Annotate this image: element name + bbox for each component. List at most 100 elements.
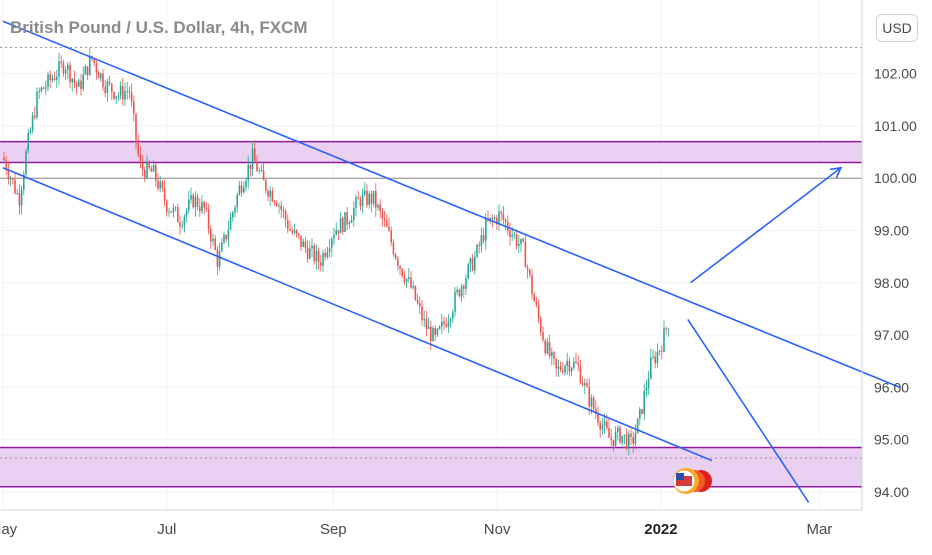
- candle-body-253: [559, 366, 562, 371]
- candle-body-246: [544, 340, 546, 354]
- candle-body-76: [170, 211, 172, 213]
- candle-body-121: [269, 190, 271, 197]
- candle-body-273: [603, 421, 606, 426]
- candle-body-160: [355, 197, 357, 208]
- candle-body-30: [69, 64, 71, 83]
- candle-body-45: [102, 73, 104, 88]
- candle-body-251: [555, 358, 557, 369]
- candle-body-80: [179, 222, 181, 227]
- candle-body-262: [579, 365, 582, 384]
- candle-body-146: [324, 252, 326, 257]
- candle-body-264: [584, 382, 586, 386]
- candle-body-254: [562, 370, 564, 373]
- candle-body-299: [661, 350, 663, 352]
- candle-body-55: [124, 91, 126, 100]
- candle-body-46: [104, 87, 106, 94]
- time-tick-label-3: Nov: [484, 521, 511, 538]
- candle-body-114: [254, 148, 256, 161]
- candle-body-67: [150, 168, 153, 172]
- candle-body-87: [194, 196, 197, 208]
- candle-body-71: [159, 181, 161, 189]
- candle-body-215: [476, 244, 478, 257]
- candle-body-150: [333, 234, 335, 239]
- candle-body-237: [524, 241, 527, 268]
- candle-body-223: [493, 217, 496, 220]
- candle-body-73: [163, 187, 166, 201]
- candle-body-132: [293, 230, 296, 233]
- candle-body-66: [148, 161, 150, 169]
- candle-body-138: [306, 247, 309, 259]
- candle-body-3: [9, 178, 12, 180]
- candle-body-283: [625, 434, 628, 449]
- candle-body-271: [599, 423, 601, 430]
- candle-body-177: [392, 242, 395, 255]
- candle-body-162: [359, 199, 362, 206]
- candle-body-42: [95, 63, 98, 73]
- candle-body-222: [491, 217, 494, 220]
- candle-body-212: [469, 258, 472, 265]
- economic-events-marker: [673, 468, 712, 494]
- candle-body-88: [196, 196, 199, 208]
- candle-body-10: [25, 151, 27, 175]
- candle-body-95: [212, 238, 214, 242]
- candle-body-186: [412, 285, 414, 288]
- candle-body-74: [166, 200, 168, 212]
- candle-body-149: [331, 238, 333, 249]
- candle-body-108: [240, 185, 243, 193]
- candle-body-294: [650, 357, 652, 379]
- candle-body-94: [210, 228, 212, 242]
- candle-body-169: [375, 190, 377, 208]
- candle-body-280: [619, 427, 621, 443]
- candle-body-228: [504, 219, 507, 223]
- candle-body-288: [636, 418, 639, 434]
- grid-lines: [0, 0, 862, 510]
- candle-body-130: [289, 229, 291, 231]
- candle-body-124: [276, 202, 278, 207]
- candle-body-125: [278, 205, 280, 207]
- candle-body-300: [663, 328, 665, 352]
- candle-body-234: [518, 243, 520, 246]
- candle-body-224: [496, 217, 498, 224]
- candle-body-99: [221, 242, 223, 252]
- candle-body-244: [540, 318, 542, 333]
- candlesticks: [3, 48, 670, 456]
- candle-body-163: [361, 194, 364, 206]
- candle-body-7: [18, 193, 21, 206]
- candle-body-292: [645, 387, 648, 391]
- candle-body-266: [588, 386, 590, 407]
- currency-button[interactable]: USD: [876, 14, 918, 42]
- candle-body-257: [568, 361, 571, 372]
- candle-body-153: [339, 218, 342, 234]
- time-tick-label-5: Mar: [806, 521, 832, 538]
- candle-body-48: [108, 81, 111, 84]
- candle-body-202: [447, 321, 450, 327]
- candle-body-36: [82, 74, 84, 90]
- zone-lower: [0, 447, 862, 487]
- candle-body-154: [342, 218, 344, 232]
- candle-body-231: [511, 234, 513, 238]
- candle-body-183: [405, 278, 408, 283]
- candle-body-97: [216, 249, 219, 267]
- symbol-title: British Pound / U.S. Dollar, 4h, FXCM: [10, 18, 308, 37]
- price-tick-label-6: 100.00: [874, 170, 917, 186]
- candle-body-248: [548, 341, 551, 357]
- candle-body-252: [557, 366, 560, 369]
- candle-body-24: [56, 76, 58, 80]
- candle-body-117: [260, 170, 263, 171]
- candle-body-168: [372, 190, 375, 204]
- candle-body-127: [282, 209, 285, 212]
- candle-body-35: [80, 80, 82, 90]
- candle-body-6: [16, 193, 18, 194]
- candle-body-156: [346, 212, 348, 225]
- candle-body-122: [271, 190, 274, 202]
- candle-body-170: [377, 204, 379, 208]
- candle-body-171: [379, 204, 381, 211]
- candle-body-287: [634, 433, 637, 444]
- candle-body-203: [449, 319, 452, 322]
- candle-body-4: [12, 178, 14, 180]
- lower-channel-line: [2, 167, 713, 462]
- candle-body-141: [313, 245, 315, 262]
- candle-body-187: [414, 285, 417, 300]
